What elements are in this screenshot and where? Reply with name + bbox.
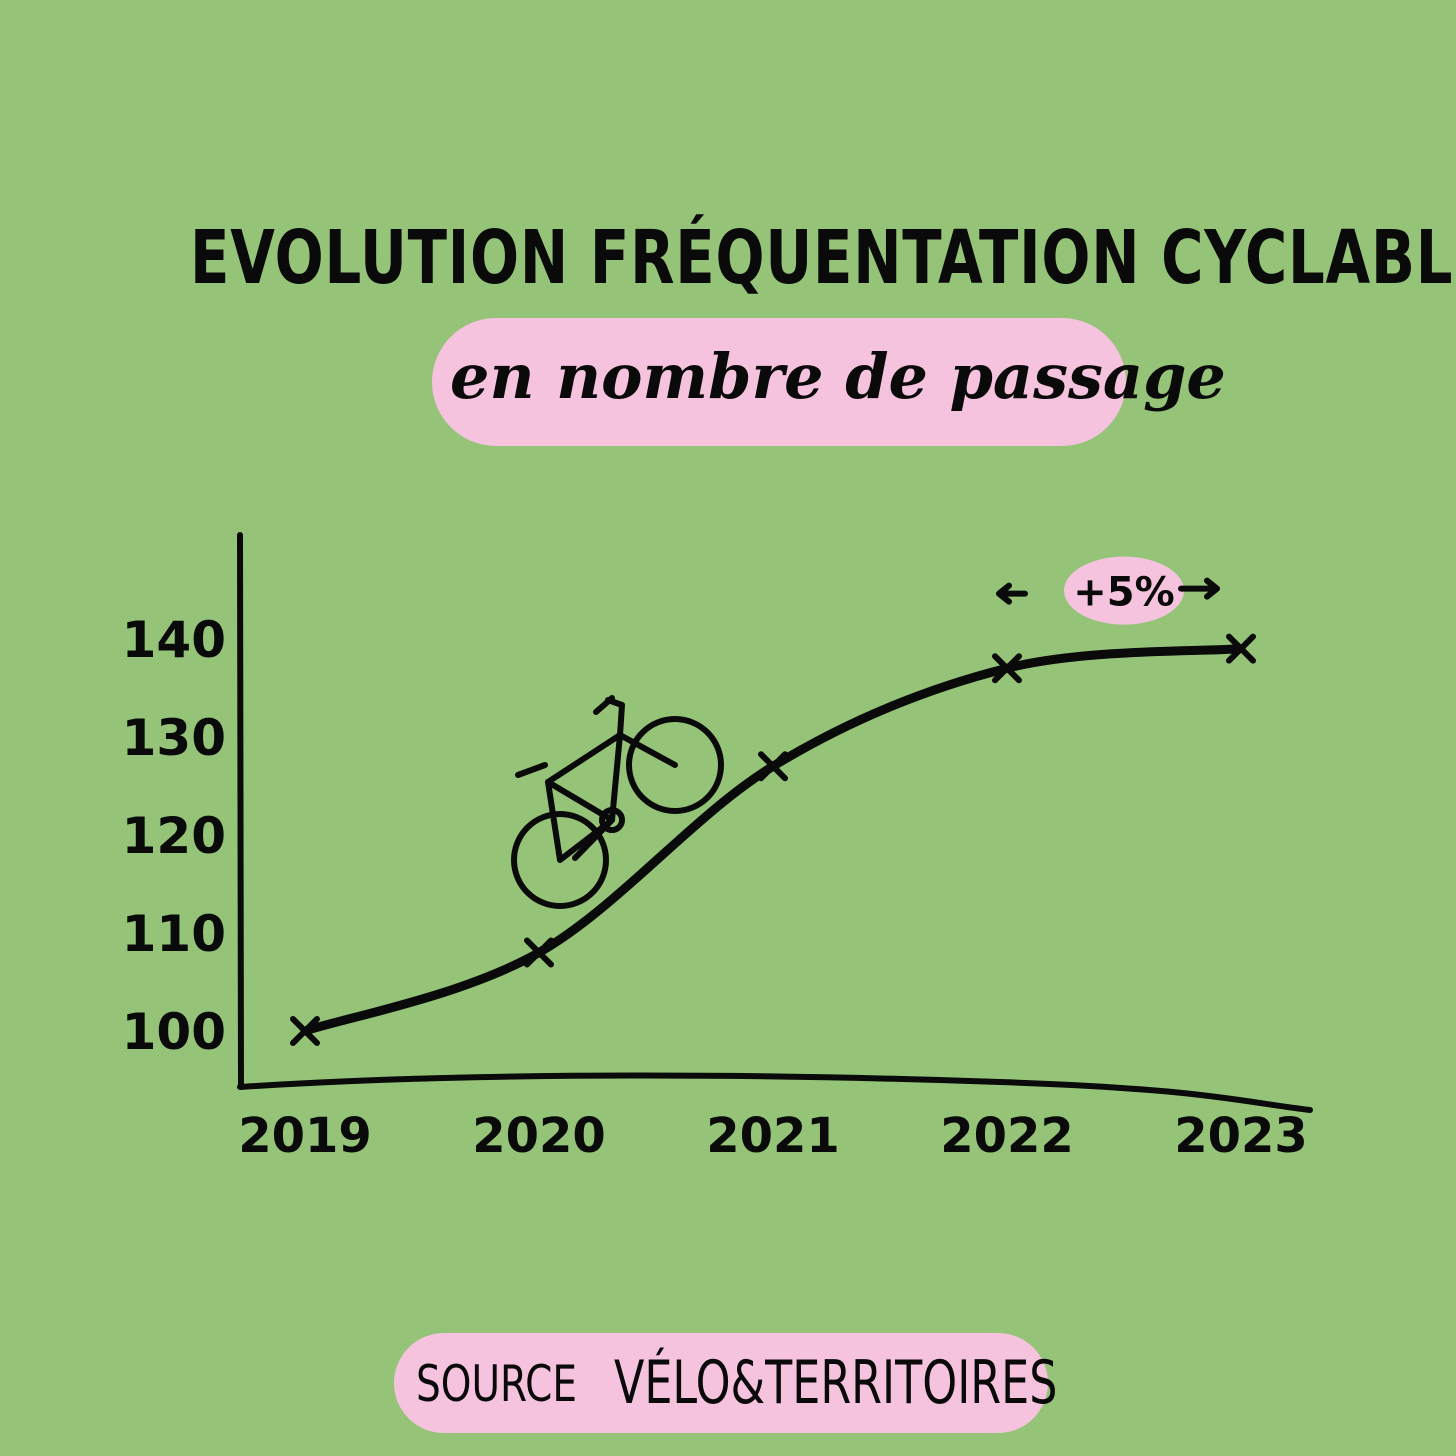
arrow-left [996, 582, 1028, 605]
arrow-right [1178, 577, 1220, 600]
data-point-marker [1226, 633, 1256, 664]
y-tick-label: 120 [122, 807, 226, 865]
source-name: VÉLO&TERRITOIRES [614, 1348, 1058, 1418]
growth-annotation: +5% [996, 556, 1220, 625]
source-highlight [394, 1333, 1048, 1433]
y-tick-label: 100 [122, 1003, 226, 1061]
x-tick-label: 2020 [472, 1108, 606, 1164]
x-tick-label: 2019 [238, 1108, 372, 1164]
y-axis-ticks: 100 110 120 130 140 [122, 611, 226, 1061]
subtitle-highlight [432, 318, 1126, 446]
x-tick-label: 2021 [706, 1108, 840, 1164]
data-points [290, 633, 1256, 1046]
data-point-marker [290, 1015, 320, 1046]
chart-subtitle: en nombre de passage [450, 340, 1226, 413]
y-tick-label: 110 [122, 905, 226, 963]
data-point-marker [758, 751, 788, 782]
x-tick-label: 2023 [1174, 1108, 1308, 1164]
source-label: SOURCE [416, 1355, 578, 1413]
series-path [300, 644, 1246, 1036]
x-tick-label: 2022 [940, 1108, 1074, 1164]
bicycle-icon [511, 695, 724, 909]
x-axis-ticks: 2019 2020 2021 2022 2023 [238, 1108, 1308, 1164]
y-tick-label: 140 [122, 611, 226, 669]
series-line [300, 644, 1246, 1036]
y-axis-line [237, 532, 244, 1090]
chart-axes [237, 532, 1313, 1113]
y-tick-label: 130 [122, 709, 226, 767]
data-point-marker [992, 653, 1022, 684]
data-point-marker [524, 937, 554, 968]
annotation-label: +5% [1073, 570, 1174, 616]
annotation-highlight [1064, 556, 1184, 625]
x-axis-line [237, 1072, 1313, 1113]
